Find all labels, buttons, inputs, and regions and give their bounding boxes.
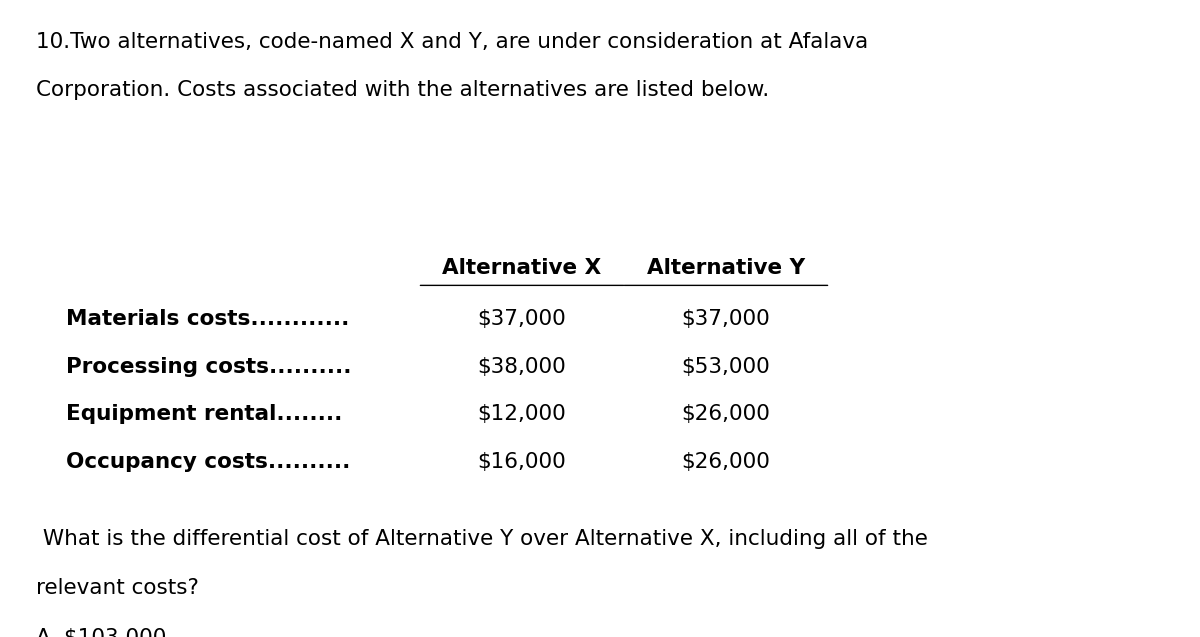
Text: $16,000: $16,000: [478, 452, 566, 472]
Text: Alternative X: Alternative X: [443, 258, 601, 278]
Text: Equipment rental........: Equipment rental........: [66, 404, 342, 424]
Text: Processing costs..........: Processing costs..........: [66, 357, 352, 376]
Text: $26,000: $26,000: [682, 404, 770, 424]
Text: Occupancy costs..........: Occupancy costs..........: [66, 452, 350, 472]
Text: $37,000: $37,000: [682, 309, 770, 329]
Text: $12,000: $12,000: [478, 404, 566, 424]
Text: $26,000: $26,000: [682, 452, 770, 472]
Text: A. $103,000: A. $103,000: [36, 628, 167, 637]
Text: 10.Two alternatives, code-named X and Y, are under consideration at Afalava: 10.Two alternatives, code-named X and Y,…: [36, 32, 869, 52]
Text: $37,000: $37,000: [478, 309, 566, 329]
Text: Corporation. Costs associated with the alternatives are listed below.: Corporation. Costs associated with the a…: [36, 80, 769, 99]
Text: Materials costs............: Materials costs............: [66, 309, 349, 329]
Text: $38,000: $38,000: [478, 357, 566, 376]
Text: Alternative Y: Alternative Y: [647, 258, 805, 278]
Text: relevant costs?: relevant costs?: [36, 578, 199, 598]
Text: What is the differential cost of Alternative Y over Alternative X, including all: What is the differential cost of Alterna…: [36, 529, 928, 548]
Text: $53,000: $53,000: [682, 357, 770, 376]
